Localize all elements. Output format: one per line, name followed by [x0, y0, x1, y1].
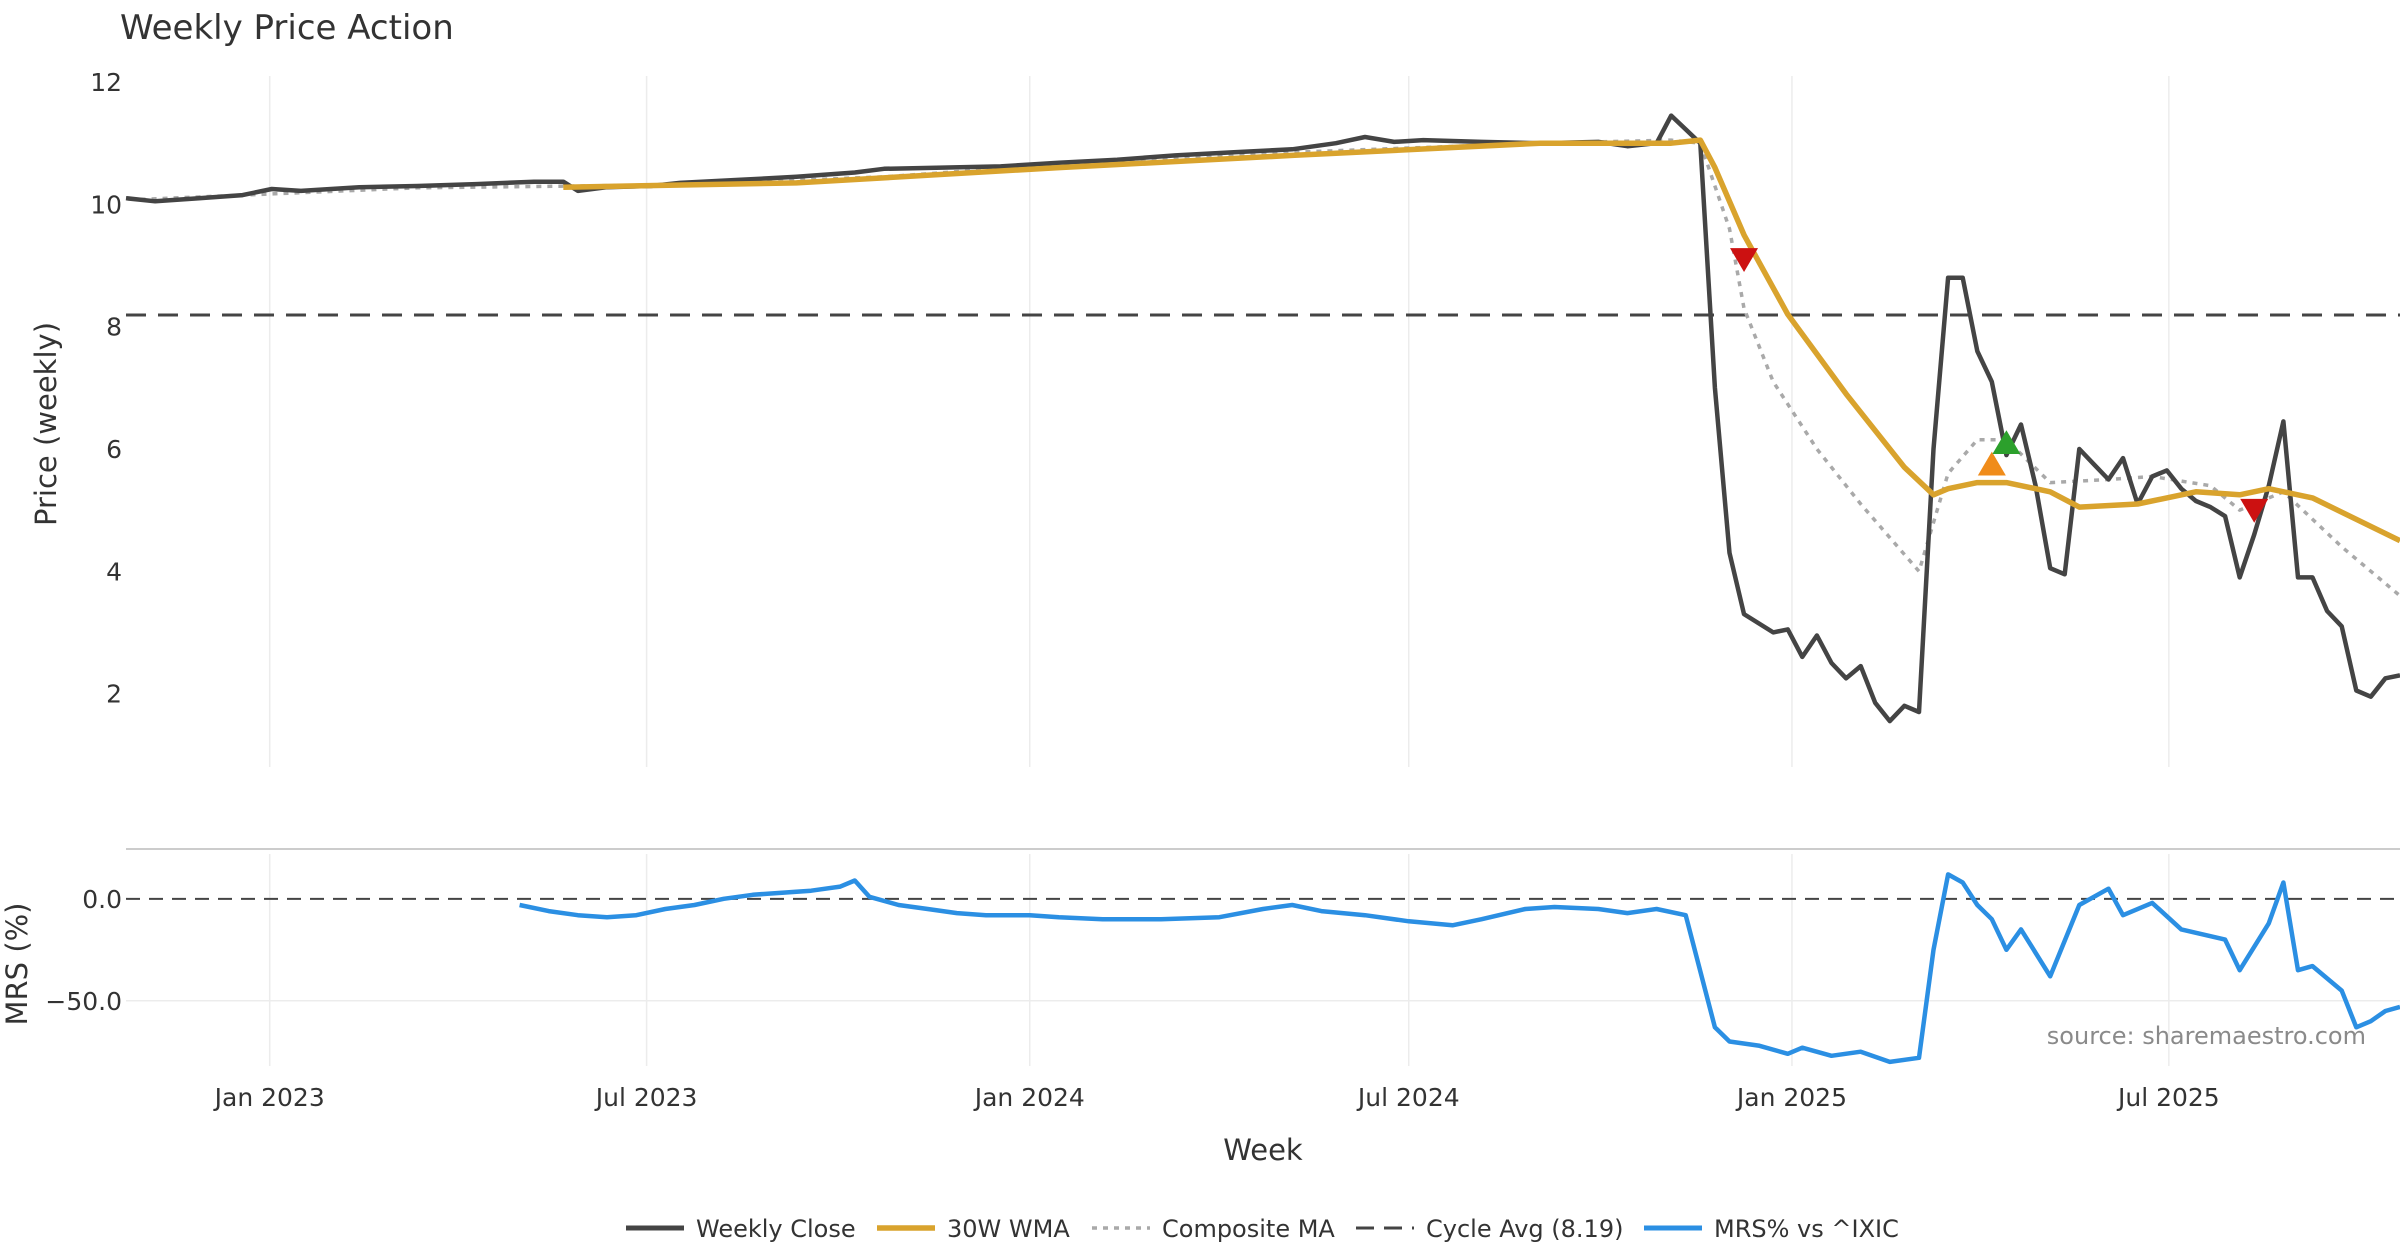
chart-title: Weekly Price Action	[120, 8, 454, 48]
x-tick-label: Jan 2025	[1735, 1083, 1847, 1112]
buy-signal-marker	[1977, 451, 2006, 476]
mrs-y-tick-label: 0.0	[82, 885, 122, 914]
legend-entry: Cycle Avg (8.19)	[1426, 1215, 1623, 1243]
price-panel-grid	[268, 76, 2170, 767]
price-y-axis-title: Price (weekly)	[29, 322, 63, 526]
legend-entry: Weekly Close	[696, 1215, 856, 1243]
price-y-tick-label: 4	[106, 557, 122, 586]
source-annotation: source: sharemaestro.com	[2047, 1022, 2366, 1050]
x-ticks: Jan 2023 Jul 2023 Jan 2024 Jul 2024 Jan 2025…	[213, 1083, 2220, 1112]
legend-entry: MRS% vs ^IXIC	[1714, 1215, 1899, 1243]
x-tick-label: Jul 2025	[2116, 1083, 2220, 1112]
buy-signal-marker	[1992, 430, 2021, 455]
mrs-y-ticks: 0.0 −50.0	[45, 885, 122, 1016]
sell-signal-marker	[1730, 248, 1759, 272]
mrs-line	[519, 872, 2400, 1065]
price-y-tick-label: 8	[106, 313, 122, 342]
x-tick-label: Jan 2023	[213, 1083, 325, 1112]
mrs-y-tick-label: −50.0	[45, 987, 122, 1016]
legend-entry: 30W WMA	[947, 1215, 1070, 1243]
mrs-y-axis-title: MRS (%)	[0, 903, 34, 1026]
composite-ma-line	[140, 138, 2400, 598]
legend: Weekly Close 30W WMA Composite MA Cycle Avg…	[626, 1215, 1899, 1243]
price-y-tick-label: 12	[90, 68, 122, 97]
wma-30w-line	[563, 137, 2400, 544]
price-series	[125, 113, 2400, 724]
signal-markers	[1730, 248, 2269, 523]
legend-entry: Composite MA	[1162, 1215, 1335, 1243]
price-y-ticks: 2 4 6 8 10 12	[90, 68, 122, 709]
x-tick-label: Jul 2023	[594, 1083, 698, 1112]
price-y-tick-label: 6	[106, 435, 122, 464]
mrs-series	[519, 872, 2400, 1065]
weekly-close-line	[125, 113, 2400, 724]
price-y-tick-label: 2	[106, 680, 122, 709]
price-y-tick-label: 10	[90, 190, 122, 219]
mrs-panel-grid	[126, 854, 2400, 1066]
x-axis-title: Week	[1223, 1133, 1303, 1167]
sell-signal-marker	[2240, 498, 2269, 523]
x-tick-label: Jul 2024	[1356, 1083, 1460, 1112]
x-tick-label: Jan 2024	[973, 1083, 1085, 1112]
